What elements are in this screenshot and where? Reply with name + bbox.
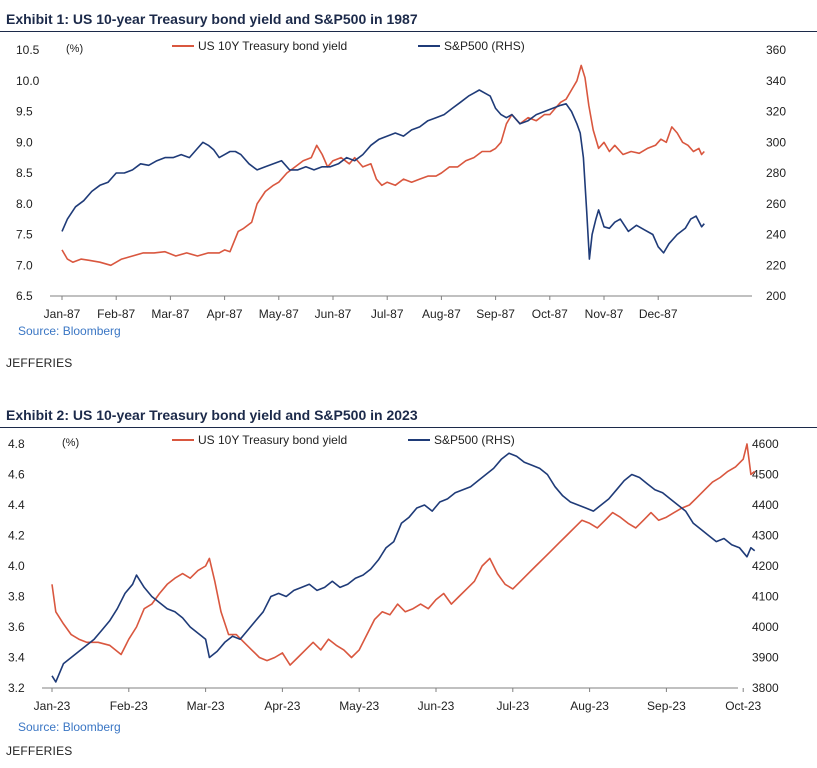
title-rule (0, 31, 817, 32)
legend-label: US 10Y Treasury bond yield (198, 433, 347, 447)
right-axis-tick-label: 4100 (752, 590, 779, 604)
chart-title: Exhibit 2: US 10-year Treasury bond yiel… (6, 407, 418, 423)
x-axis-tick-label: Jan-87 (44, 307, 81, 321)
right-axis-tick-label: 320 (766, 105, 786, 119)
left-axis-tick-label: 3.2 (8, 681, 25, 695)
x-axis-tick-label: May-87 (259, 307, 299, 321)
legend-label: S&P500 (RHS) (434, 433, 515, 447)
x-axis-tick-label: Dec-87 (639, 307, 678, 321)
chart-2023: 3.2 3.4 3.6 3.8 4.0 4.2 4.4 4.6 4.8 3800 3900 4000 4… (8, 433, 779, 713)
right-axis-tick-label: 4500 (752, 468, 779, 482)
title-rule (0, 427, 817, 428)
right-axis-tick-label: 3900 (752, 651, 779, 665)
left-axis-tick-label: 9.0 (16, 135, 33, 149)
left-axis-tick-label: 4.6 (8, 468, 25, 482)
x-axis-tick-label: Mar-23 (187, 699, 225, 713)
right-axis-tick-label: 300 (766, 135, 786, 149)
sp500-series-line (51, 452, 756, 683)
left-axis-tick-label: 6.5 (16, 289, 33, 303)
left-axis-tick-label: 4.2 (8, 529, 25, 543)
chart-title: Exhibit 1: US 10-year Treasury bond yiel… (6, 11, 418, 27)
x-axis-tick-label: Jun-87 (315, 307, 352, 321)
left-axis-tick-label: 4.8 (8, 437, 25, 451)
source-note: Source: Bloomberg (18, 324, 121, 338)
x-axis-tick-label: Aug-23 (570, 699, 609, 713)
x-axis-tick-label: Jun-23 (418, 699, 455, 713)
yield-series-line (51, 443, 756, 666)
x-axis-tick-label: Oct-23 (725, 699, 761, 713)
right-axis-tick-label: 280 (766, 166, 786, 180)
left-axis-tick-label: 3.4 (8, 651, 25, 665)
left-axis-tick-label: 4.0 (8, 559, 25, 573)
unit-label: (%) (62, 437, 79, 449)
right-axis-tick-label: 340 (766, 74, 786, 88)
left-axis-tick-label: 10.0 (16, 74, 40, 88)
chart-1987: 6.5 7.0 7.5 8.0 8.5 9.0 9.5 10.0 10.5 200 220 240 26… (16, 39, 786, 321)
source-note: Source: Bloomberg (18, 720, 121, 734)
x-axis-tick-label: Sep-23 (647, 699, 686, 713)
sp500-series-line (61, 89, 705, 260)
legend-label: US 10Y Treasury bond yield (198, 39, 347, 53)
x-axis-tick-label: Apr-23 (264, 699, 300, 713)
right-axis-tick-label: 4000 (752, 620, 779, 634)
yield-series-line (61, 64, 705, 267)
right-axis-tick-label: 240 (766, 228, 786, 242)
right-axis-tick-label: 4400 (752, 498, 779, 512)
right-axis-tick-label: 260 (766, 197, 786, 211)
brand-label: JEFFERIES (6, 744, 73, 758)
left-axis-tick-label: 8.5 (16, 166, 33, 180)
unit-label: (%) (66, 43, 83, 55)
x-axis-tick-label: Apr-87 (207, 307, 243, 321)
left-axis-tick-label: 9.5 (16, 105, 33, 119)
x-axis-tick-label: Feb-23 (110, 699, 148, 713)
legend-label: S&P500 (RHS) (444, 39, 525, 53)
x-axis-tick-label: Jul-23 (496, 699, 529, 713)
x-axis-tick-label: Jan-23 (34, 699, 71, 713)
left-axis-tick-label: 10.5 (16, 43, 40, 57)
exhibit-2: Exhibit 2: US 10-year Treasury bond yiel… (0, 400, 817, 768)
right-axis-tick-label: 4300 (752, 529, 779, 543)
x-axis-tick-label: Oct-87 (532, 307, 568, 321)
x-axis-tick-label: Aug-87 (422, 307, 461, 321)
x-axis-tick-label: Sep-87 (476, 307, 515, 321)
left-axis-tick-label: 8.0 (16, 197, 33, 211)
left-axis-tick-label: 7.5 (16, 228, 33, 242)
right-axis-tick-label: 4600 (752, 437, 779, 451)
exhibit-1: Exhibit 1: US 10-year Treasury bond yiel… (0, 0, 817, 380)
x-axis-tick-label: Jul-87 (371, 307, 404, 321)
right-axis-tick-label: 200 (766, 289, 786, 303)
right-axis-tick-label: 4200 (752, 559, 779, 573)
right-axis-tick-label: 220 (766, 258, 786, 272)
left-axis-tick-label: 3.8 (8, 590, 25, 604)
x-axis-tick-label: Feb-87 (97, 307, 135, 321)
x-axis-tick-label: May-23 (339, 699, 379, 713)
x-axis-tick-label: Mar-87 (151, 307, 189, 321)
x-axis-tick-label: Nov-87 (585, 307, 624, 321)
left-axis-tick-label: 4.4 (8, 498, 25, 512)
left-axis-tick-label: 3.6 (8, 620, 25, 634)
brand-label: JEFFERIES (6, 356, 73, 370)
right-axis-tick-label: 3800 (752, 681, 779, 695)
left-axis-tick-label: 7.0 (16, 258, 33, 272)
right-axis-tick-label: 360 (766, 43, 786, 57)
